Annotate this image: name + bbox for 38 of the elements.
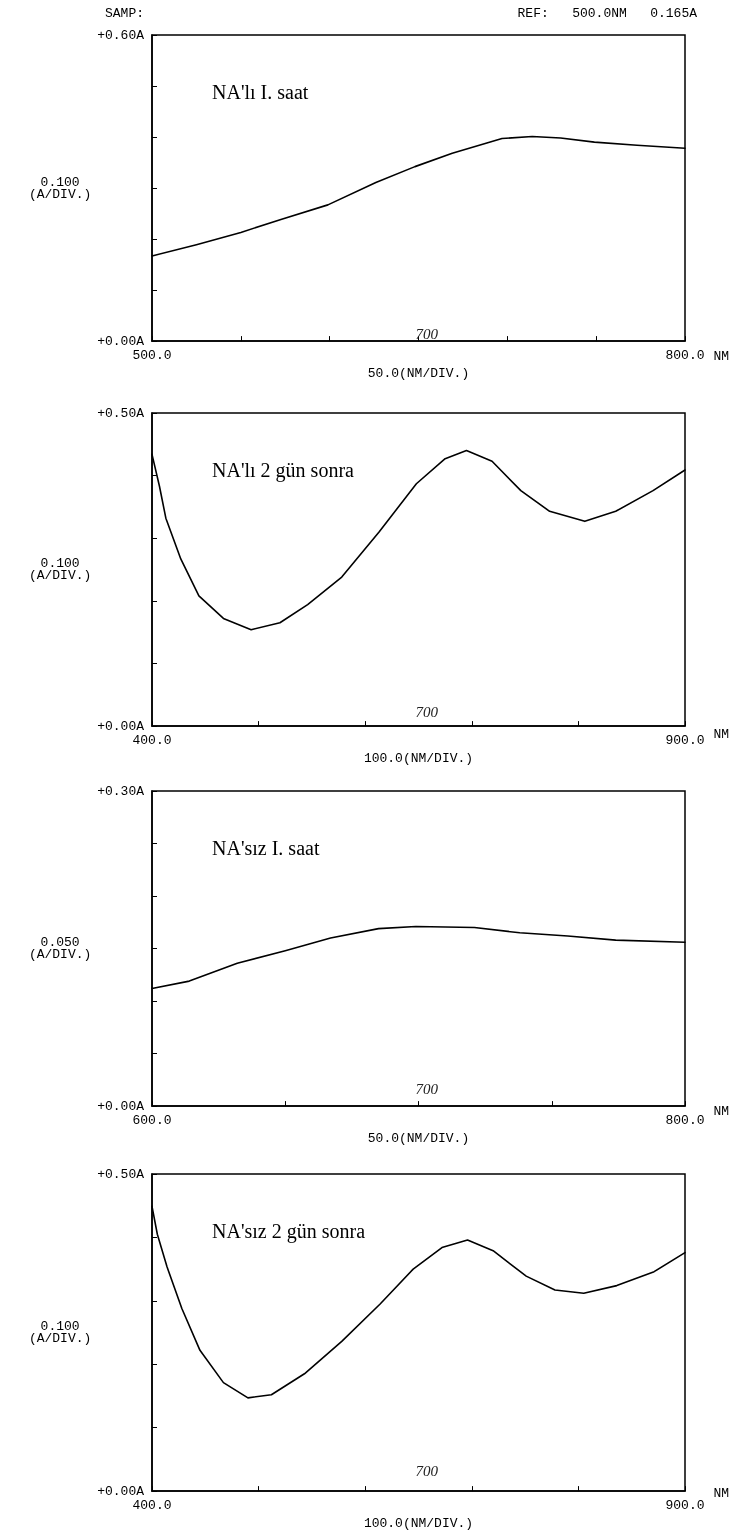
chart-subtitle: SAMP: — [105, 6, 145, 21]
x-tick-label: 500.0 — [132, 348, 172, 364]
y-tick-label: +0.60A — [97, 27, 145, 43]
x-axis-title: 100.0(NM/DIV.) — [363, 1516, 474, 1531]
y-tick-label: +0.00A — [97, 1098, 145, 1114]
text: NM — [713, 1104, 730, 1119]
y-tick-label: +0.00A — [97, 718, 145, 734]
x-tick-label: 800.0 — [665, 1113, 705, 1129]
x-tick-label: 400.0 — [132, 1498, 172, 1514]
y-axis-title: 0.050 (A/DIV.) — [28, 935, 92, 963]
y-tick-label: +0.30A — [97, 783, 145, 799]
x-tick-label: 400.0 — [132, 733, 172, 749]
text: NA'sız I. saat — [212, 837, 320, 859]
text: NA'sız 2 gün sonra — [212, 1220, 366, 1243]
y-tick-label: +0.50A — [97, 405, 145, 421]
x-tick-label: 600.0 — [132, 1113, 172, 1129]
annotation: 700 — [415, 1462, 439, 1479]
y-axis-title: 0.100 (A/DIV.) — [28, 556, 92, 584]
x-tick-label: 900.0 — [665, 733, 705, 749]
text: NM — [713, 1486, 730, 1501]
x-axis-title: 100.0(NM/DIV.) — [363, 751, 474, 766]
text: NA'lı I. saat — [212, 81, 309, 103]
y-tick-label: +0.50A — [97, 1166, 145, 1182]
annotation: 700 — [415, 703, 439, 720]
annotation: 700 — [415, 1080, 439, 1097]
y-tick-label: +0.00A — [97, 333, 145, 349]
text: NA'lı 2 gün sonra — [212, 459, 355, 482]
y-axis-title: 0.100 (A/DIV.) — [28, 174, 92, 202]
x-axis-title: 50.0(NM/DIV.) — [367, 1131, 470, 1146]
x-tick-label: 800.0 — [665, 348, 705, 364]
text: NM — [713, 349, 730, 364]
y-axis-title: 0.100 (A/DIV.) — [28, 1319, 92, 1347]
y-tick-label: +0.00A — [97, 1483, 145, 1499]
x-axis-title: 50.0(NM/DIV.) — [367, 366, 470, 381]
text: REF: 500.0NM 0.165A — [517, 6, 698, 21]
annotation: 700 — [415, 325, 439, 342]
x-tick-label: 900.0 — [665, 1498, 705, 1514]
text: NM — [713, 727, 730, 742]
